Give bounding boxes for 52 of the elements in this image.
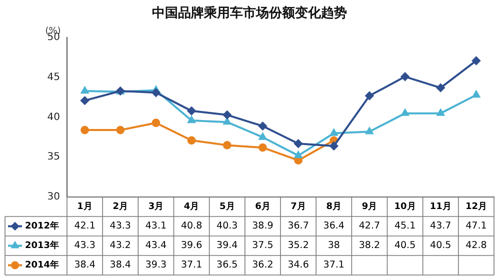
data-label: 39.4 — [216, 240, 238, 252]
data-label: 36.2 — [252, 260, 274, 271]
x-tick-label: 5月 — [219, 201, 235, 212]
y-tick-label: 45 — [47, 72, 60, 84]
data-label: 40.5 — [394, 240, 416, 252]
y-tick-label: 30 — [47, 192, 60, 203]
data-label: 43.1 — [145, 220, 167, 232]
data-label: 36.7 — [288, 220, 309, 232]
data-label: 38 — [328, 240, 340, 252]
data-label: 40.3 — [216, 220, 238, 232]
data-label: 43.4 — [145, 240, 167, 252]
data-label: 37.1 — [180, 260, 202, 271]
data-label: 40.8 — [180, 220, 202, 232]
chart-title: 中国品牌乘用车市场份额变化趋势 — [152, 5, 347, 22]
x-tick-label: 10月 — [394, 201, 416, 212]
data-label: 38.4 — [74, 260, 96, 271]
data-label: 45.1 — [394, 220, 416, 232]
x-tick-label: 8月 — [326, 201, 342, 212]
x-tick-label: 12月 — [465, 201, 487, 212]
x-tick-label: 9月 — [362, 201, 378, 212]
data-label: 39.6 — [180, 240, 202, 252]
data-label: 47.1 — [466, 220, 487, 232]
x-tick-label: 4月 — [184, 201, 200, 212]
data-label: 42.8 — [466, 240, 487, 252]
data-label: 39.3 — [145, 260, 167, 271]
data-label: 37.1 — [323, 260, 344, 271]
data-label: 35.2 — [288, 240, 309, 252]
data-label: 40.5 — [430, 240, 452, 252]
data-label: 43.3 — [74, 240, 96, 252]
data-label: 36.4 — [323, 220, 344, 232]
x-tick-label: 11月 — [430, 201, 452, 212]
data-label: 34.6 — [288, 260, 309, 271]
data-label: 38.4 — [110, 260, 131, 271]
legend-label: 2014年 — [25, 260, 60, 271]
data-label: 38.2 — [358, 240, 380, 252]
data-label: 43.2 — [110, 240, 131, 252]
data-label: 42.1 — [74, 220, 96, 232]
data-label: 37.5 — [252, 240, 274, 252]
data-label: 43.3 — [110, 220, 131, 232]
x-tick-label: 1月 — [77, 201, 92, 212]
y-tick-label: 35 — [47, 152, 60, 163]
legend-label: 2012年 — [25, 220, 60, 232]
data-label: 43.7 — [430, 220, 452, 232]
x-tick-label: 7月 — [290, 201, 306, 212]
legend-label: 2013年 — [25, 240, 60, 252]
y-tick-label: 40 — [47, 112, 60, 123]
x-tick-label: 2月 — [112, 201, 128, 212]
data-label: 38.9 — [252, 220, 274, 232]
x-tick-label: 3月 — [148, 201, 164, 212]
data-label: 42.7 — [358, 220, 380, 232]
x-tick-label: 6月 — [255, 201, 270, 212]
data-label: 36.5 — [216, 260, 238, 271]
